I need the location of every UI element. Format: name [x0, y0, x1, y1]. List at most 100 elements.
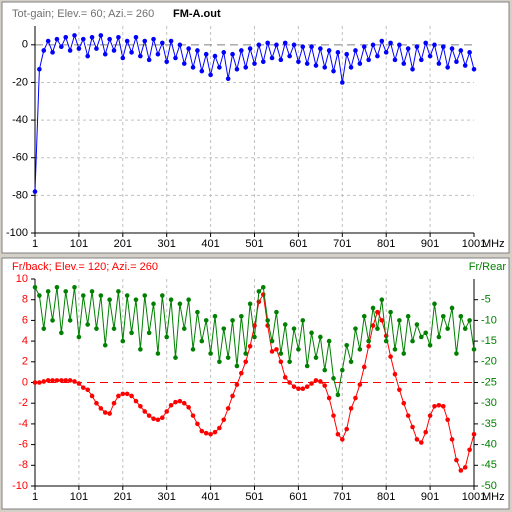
data-point	[67, 318, 73, 323]
chart-title: Fr/back; Elev.= 120; Azi.= 260	[12, 261, 158, 273]
data-point	[199, 338, 205, 344]
data-point	[142, 293, 148, 298]
data-point	[195, 421, 200, 427]
data-point	[186, 297, 191, 303]
data-point	[383, 50, 389, 55]
data-point	[357, 382, 363, 387]
data-point	[164, 59, 169, 65]
data-point	[401, 400, 407, 406]
data-point	[199, 68, 205, 74]
y2-tick-label: -45	[481, 459, 497, 471]
data-point	[85, 53, 90, 59]
data-point	[401, 61, 407, 66]
data-point	[164, 334, 169, 340]
data-point	[190, 65, 196, 70]
data-point	[94, 46, 99, 51]
data-point	[326, 395, 332, 401]
data-point	[129, 50, 134, 55]
data-point	[269, 55, 275, 61]
data-point	[160, 415, 165, 420]
data-point	[335, 392, 341, 398]
data-point	[225, 76, 231, 81]
data-point	[335, 431, 341, 437]
data-point	[274, 347, 279, 352]
data-point	[138, 404, 143, 409]
x-tick-label: 101	[70, 491, 88, 503]
data-point	[234, 363, 240, 369]
data-point	[296, 386, 301, 392]
data-point	[274, 309, 279, 315]
data-point	[98, 33, 104, 38]
y-tick-label: -100	[6, 227, 28, 239]
data-point	[375, 53, 380, 59]
data-point	[146, 57, 152, 63]
x-tick-label: 801	[377, 238, 395, 250]
data-point	[440, 404, 446, 409]
data-point	[318, 46, 323, 51]
data-point	[388, 354, 393, 359]
data-point	[98, 293, 104, 298]
data-point	[107, 411, 112, 416]
x-tick-label: 501	[245, 491, 263, 503]
y2-tick-label: -35	[481, 418, 497, 430]
data-point	[427, 413, 433, 418]
data-point	[454, 59, 459, 65]
data-point	[41, 379, 47, 384]
data-point	[370, 305, 376, 311]
data-point	[348, 65, 354, 70]
data-point	[243, 65, 249, 70]
data-point	[344, 342, 349, 348]
x-tick-label: 301	[158, 238, 176, 250]
x-tick-label: 901	[421, 238, 439, 250]
data-point	[63, 34, 69, 40]
data-point	[173, 55, 178, 61]
data-point	[111, 48, 117, 53]
y-tick-label: 10	[16, 273, 28, 285]
data-point	[340, 367, 345, 373]
data-point	[173, 355, 178, 360]
data-point	[239, 370, 244, 376]
x-tick-label: 801	[377, 491, 395, 503]
data-point	[405, 46, 411, 51]
data-point	[94, 326, 99, 331]
data-point	[296, 347, 301, 352]
data-point	[45, 38, 51, 44]
data-point	[230, 318, 235, 323]
data-point	[67, 378, 73, 383]
data-point	[309, 330, 314, 336]
data-point	[168, 402, 174, 408]
data-point	[344, 51, 349, 57]
x-tick-label: 101	[70, 238, 88, 250]
data-point	[80, 385, 86, 390]
data-point	[427, 53, 433, 59]
data-point	[80, 36, 86, 42]
data-point	[177, 42, 183, 48]
data-point	[260, 59, 266, 65]
data-point	[76, 381, 82, 386]
x-tick-label: 301	[158, 491, 176, 503]
data-point	[265, 40, 270, 46]
data-point	[225, 355, 231, 360]
data-point	[432, 404, 437, 409]
data-point	[375, 326, 380, 331]
data-point	[89, 393, 95, 399]
x-tick-label: 201	[114, 238, 132, 250]
data-point	[300, 44, 306, 49]
data-point	[357, 61, 363, 66]
data-point	[208, 351, 213, 356]
data-point	[80, 293, 86, 298]
data-point	[190, 413, 196, 418]
x-tick-label: 1	[32, 491, 38, 503]
data-point	[392, 57, 398, 63]
x-tick-label: 1001	[462, 238, 486, 250]
data-point	[212, 429, 218, 435]
data-point	[212, 313, 218, 319]
data-point	[462, 63, 468, 68]
data-point	[357, 347, 363, 352]
data-point	[282, 40, 288, 46]
data-point	[449, 46, 455, 51]
data-point	[291, 326, 297, 331]
data-point	[107, 36, 112, 42]
data-point	[89, 289, 95, 294]
